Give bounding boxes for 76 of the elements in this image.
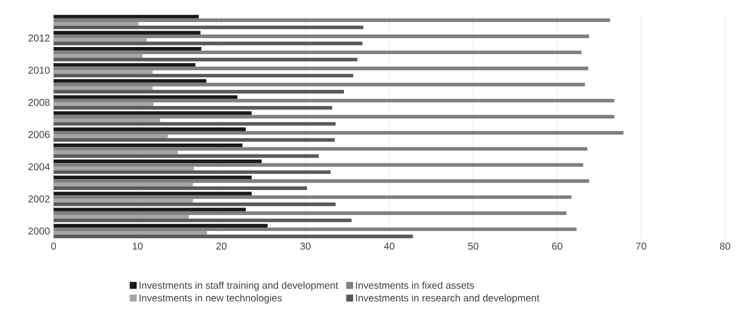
y-tick-label: 2002 — [28, 196, 50, 203]
bar — [54, 192, 252, 196]
bar — [54, 160, 262, 164]
bar — [54, 34, 590, 38]
bar — [54, 70, 153, 74]
bar — [54, 122, 336, 126]
x-tick-label: 40 — [384, 242, 394, 250]
bar — [54, 208, 246, 212]
bar — [54, 111, 252, 116]
bar — [54, 224, 268, 228]
bar — [54, 102, 154, 106]
bar — [54, 38, 147, 42]
y-tick-label: 2008 — [28, 99, 50, 106]
x-tick-label: 80 — [720, 242, 730, 250]
bar — [54, 47, 202, 51]
bar — [54, 128, 246, 132]
y-tick-label: 2004 — [28, 163, 50, 170]
x-tick-label: 20 — [216, 242, 227, 250]
bar — [54, 22, 138, 26]
bar — [54, 115, 614, 119]
bar — [54, 166, 194, 170]
x-tick-label: 60 — [552, 242, 562, 250]
legend-label: Investments in fixed assets — [356, 282, 474, 289]
bar — [54, 90, 344, 94]
bar — [54, 231, 208, 235]
bar — [54, 26, 364, 30]
bar — [54, 179, 590, 183]
bar — [54, 176, 252, 180]
bar — [54, 182, 193, 187]
bar — [54, 98, 614, 103]
x-tick-label: 0 — [51, 242, 56, 250]
bar — [54, 234, 413, 238]
bar — [54, 147, 588, 151]
bar — [54, 14, 199, 19]
bar — [54, 42, 362, 46]
bar — [54, 118, 160, 122]
legend-label: Investments in staff training and development — [140, 282, 338, 291]
bar — [54, 218, 352, 222]
bar — [54, 58, 358, 62]
y-tick-label: 2012 — [28, 34, 50, 42]
x-tick-label: 10 — [132, 242, 143, 250]
x-tick-label: 50 — [468, 242, 478, 250]
bar — [54, 215, 189, 219]
legend-label: Investments in research and development — [356, 294, 540, 304]
bar — [54, 106, 332, 110]
bar — [54, 202, 336, 206]
bar — [54, 86, 153, 90]
bar — [54, 154, 319, 158]
bar — [54, 54, 143, 58]
bar — [54, 50, 582, 54]
bar — [54, 195, 572, 200]
bar — [54, 82, 585, 86]
bar — [54, 150, 178, 154]
x-tick-label: 30 — [300, 242, 311, 250]
y-tick-label: 2010 — [28, 66, 50, 74]
bar — [54, 144, 242, 148]
bar — [54, 131, 624, 135]
y-tick-label: 2000 — [28, 228, 50, 235]
legend-label: Investments in new technologies — [140, 294, 282, 304]
bar — [54, 199, 193, 203]
bar — [54, 186, 308, 190]
y-tick-label: 2006 — [28, 131, 50, 138]
bar — [54, 79, 206, 83]
bar — [54, 74, 354, 78]
x-tick-label: 70 — [636, 242, 646, 250]
bar — [54, 134, 168, 138]
bar — [54, 66, 588, 70]
bar — [54, 212, 566, 216]
bar — [54, 163, 584, 167]
bar — [54, 170, 331, 174]
bar — [54, 138, 335, 142]
bar — [54, 63, 196, 67]
bar — [54, 228, 576, 232]
bar — [54, 31, 200, 35]
bar — [54, 18, 610, 22]
bar — [54, 95, 238, 99]
